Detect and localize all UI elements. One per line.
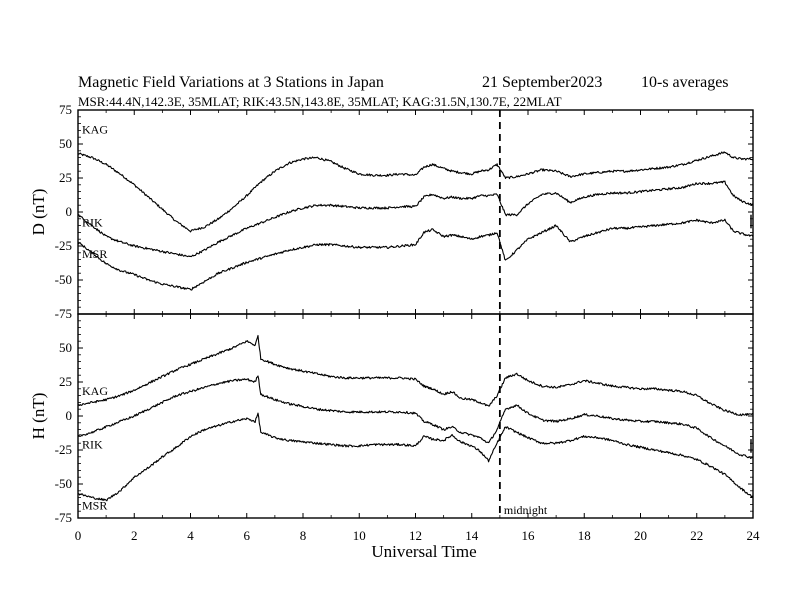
y-tick-label: -25 [55,442,72,457]
x-tick-label: 8 [300,528,307,543]
series-label-msr: MSR [82,247,107,261]
x-axis-label: Universal Time [371,542,476,561]
series-line-rik-d [77,180,754,258]
chart-date: 21 September2023 [482,74,602,91]
series-line-kag-h [77,334,754,417]
series-line-rik-h [77,375,754,459]
series-label-kag: KAG [82,123,108,137]
x-tick-label: 6 [244,528,251,543]
x-tick-label: 16 [522,528,536,543]
y-tick-label: 50 [59,340,72,355]
series-line-msr-d [77,218,754,291]
y-axis-label-d: D (nT) [29,189,48,236]
series-label-rik: RIK [82,437,103,451]
series-line-msr-h [77,412,754,502]
x-tick-label: 18 [578,528,591,543]
chart-averaging: 10-s averages [641,74,729,91]
x-tick-label: 24 [747,528,761,543]
y-tick-label: -50 [55,272,72,287]
y-tick-label: 50 [59,136,72,151]
x-tick-label: 10 [353,528,366,543]
x-tick-label: 20 [634,528,647,543]
midnight-annotation: midnight [504,503,548,517]
y-tick-label: -50 [55,476,72,491]
series-label-kag: KAG [82,384,108,398]
panel-d-frame [77,109,754,315]
chart-title: Magnetic Field Variations at 3 Stations … [78,74,384,91]
series-line-kag-d [77,151,754,233]
y-tick-label: 25 [59,170,72,185]
station-coordinates: MSR:44.4N,142.3E, 35MLAT; RIK:43.5N,143.… [78,94,562,109]
x-tick-label: 12 [409,528,422,543]
series-label-msr: MSR [82,499,107,513]
panel-h-frame [77,313,754,519]
x-tick-label: 14 [465,528,479,543]
y-tick-label: 75 [59,102,72,117]
x-tick-label: 22 [690,528,703,543]
y-tick-label: 25 [59,374,72,389]
y-tick-label: -75 [55,510,72,525]
y-tick-label: 0 [66,204,73,219]
y-axis-label-h: H (nT) [29,393,48,440]
y-tick-label: -75 [55,306,72,321]
y-tick-label: -25 [55,238,72,253]
y-tick-label: 0 [66,408,73,423]
x-tick-label: 0 [75,528,82,543]
x-tick-label: 2 [131,528,138,543]
series-label-rik: RIK [82,216,103,230]
x-tick-label: 4 [187,528,194,543]
